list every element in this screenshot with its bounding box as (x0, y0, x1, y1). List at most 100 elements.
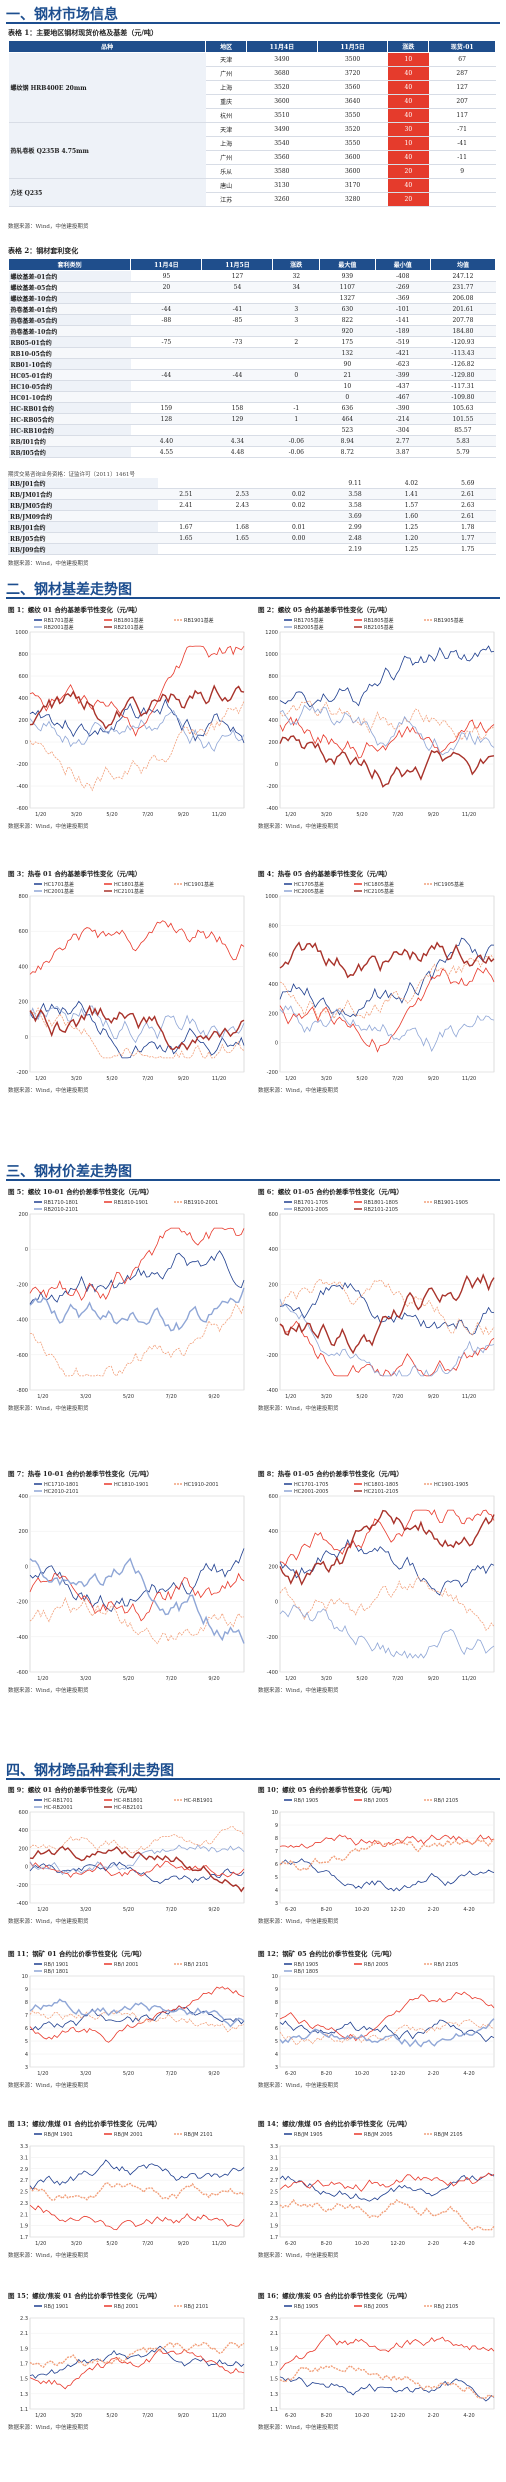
table-cell: 67 (428, 52, 496, 67)
table-cell: 85.57 (430, 424, 496, 436)
chart-figure: 图 1：螺纹 01 合约基差季节性变化（元/吨） 1000 800 600 400 200… (8, 604, 248, 830)
compliance-note: 期货交易咨询业务资格：证监许可〔2011〕1461号 (8, 472, 135, 478)
table-cell: 3.58 (326, 488, 384, 500)
legend-label: HC2001-2005 (294, 1489, 329, 1495)
y-tick-label: 3 (275, 2065, 278, 2071)
table-cell: 1.67 (157, 521, 215, 533)
y-tick-label: 1.7 (270, 2362, 278, 2368)
table-cell: 3490 (246, 52, 318, 67)
y-tick-label: 800 (18, 652, 28, 658)
figure-title: 图 9：螺纹 01 合约价差季节性变化（元/吨） (8, 1786, 142, 1794)
y-tick-label: 2.1 (20, 2212, 28, 2218)
table-cell: -141 (375, 314, 431, 326)
table-row: 热卷基差-05合约 -88 -85 3 822 -141 207.78 (8, 314, 496, 326)
y-tick-label: 7 (275, 1849, 278, 1855)
section-divider (6, 1179, 500, 1181)
table-cell: 2.61 (439, 488, 496, 500)
table-cell: 10 (387, 52, 429, 67)
legend-label: RB1901-1905 (434, 1200, 468, 1206)
figure-source: 数据来源：Wind，中信建投期货 (258, 1406, 339, 1412)
legend-label: RB1701-1705 (294, 1200, 328, 1206)
y-tick-label: 0 (25, 1035, 28, 1041)
table-cell: 20 (387, 192, 429, 207)
column-header: 11月5日 (316, 40, 389, 53)
table-row: 广州 3560 3600 40 -11 (9, 150, 496, 165)
y-tick-label: 2.3 (20, 2201, 28, 2207)
y-tick-label: 2.5 (270, 2190, 278, 2196)
table-cell (201, 325, 273, 337)
figure-source: 数据来源：Wind，中信建投期货 (258, 2083, 339, 2089)
figure-title: 图 1：螺纹 01 合约基差季节性变化（元/吨） (8, 606, 142, 614)
table-cell (272, 391, 320, 403)
table-cell: RB/I05合约 (8, 446, 131, 458)
legend-label: RB/JM 2001 (114, 2132, 143, 2138)
x-tick-label: 9/20 (178, 2413, 189, 2419)
series-line (279, 1278, 495, 1336)
table-cell: 天津 (205, 52, 247, 67)
section-title: 二、钢材基差走势图 (6, 582, 132, 598)
table-cell (130, 391, 202, 403)
legend-label: RB2005基差 (294, 624, 324, 631)
table-cell (272, 292, 320, 304)
y-tick-label: 7 (275, 2013, 278, 2019)
table-row: RB/I05合约 4.55 4.48 -0.06 8.72 3.87 5.79 (8, 446, 496, 458)
y-tick-label: 1.7 (20, 2235, 28, 2241)
x-tick-label: 1/20 (285, 1676, 296, 1682)
x-tick-label: 5/20 (123, 2071, 134, 2077)
x-tick-label: 11/20 (462, 812, 476, 818)
y-tick-label: 200 (18, 1846, 28, 1852)
x-tick-label: 7/20 (166, 2071, 177, 2077)
x-tick-label: 5/20 (123, 1907, 134, 1913)
y-tick-label: 1.3 (20, 2392, 28, 2398)
table-cell: 天津 (205, 122, 247, 137)
figure-source: 数据来源：Wind，中信建投期货 (8, 1088, 89, 1094)
table-row: HC05-01合约 -44 -44 0 21 -399 -129.80 (8, 369, 496, 381)
x-tick-label: 3/20 (80, 2071, 91, 2077)
legend-label: HC1705基差 (294, 881, 324, 888)
series-line (29, 1596, 245, 1645)
table-row: 热卷基差-01合约 -44 -41 3 630 -101 201.61 (8, 303, 496, 315)
y-tick-label: 200 (18, 1000, 28, 1006)
legend-label: HC2001基差 (44, 888, 74, 895)
y-tick-label: -200 (17, 1600, 28, 1606)
legend-label: RB2010-2101 (44, 1207, 78, 1213)
column-header: 11月5日 (201, 258, 274, 271)
table-cell (270, 510, 327, 522)
table-cell: 2.48 (326, 532, 384, 544)
x-tick-label: 10-20 (355, 1907, 370, 1913)
table-cell (214, 510, 271, 522)
table-cell: 4.02 (383, 478, 440, 489)
table-cell (270, 543, 327, 555)
y-tick-label: 2.3 (20, 2316, 28, 2322)
plot-area (29, 895, 245, 1073)
legend-label: RB/I 1905 (294, 1798, 318, 1804)
table-cell: HC10-05合约 (8, 380, 131, 392)
figure-title: 图 6：螺纹 01-05 合约价差季节性变化（元/吨） (258, 1188, 403, 1196)
table-cell: -126.82 (430, 358, 496, 370)
series-line (29, 2345, 245, 2379)
table-row: HC10-05合约 10 -437 -117.31 (8, 380, 496, 392)
column-header: 涨跌 (387, 40, 430, 53)
legend-label: RB2105基差 (364, 624, 394, 631)
table-cell: -85 (201, 314, 273, 326)
y-tick-label: 200 (268, 740, 278, 746)
y-tick-label: 2.9 (270, 2167, 278, 2173)
y-tick-label: 600 (268, 1494, 278, 1500)
legend-label: RB/I 1905 (294, 1962, 318, 1968)
spot-price-table: 品种 地区 11月4日 11月5日 涨跌 现货-01 螺纹钢 HRB400E 20mm 天津… (7, 40, 496, 207)
table-cell: 40 (387, 66, 429, 81)
x-tick-label: 5/20 (106, 812, 117, 818)
table-cell: 20 (387, 164, 429, 179)
chart-figure: 图 9：螺纹 01 合约价差季节性变化（元/吨） 600 400 200 0 -200 -4… (8, 1784, 248, 1925)
table-cell: 1.60 (383, 510, 440, 522)
plot-area (29, 1213, 245, 1391)
y-tick-label: 1.7 (20, 2362, 28, 2368)
table-cell: 3170 (317, 178, 388, 193)
table-cell (272, 358, 320, 370)
series-line (279, 1991, 495, 2042)
table-cell: RB/JM09合约 (8, 510, 158, 522)
y-tick-label: 1.1 (270, 2407, 278, 2413)
figure-source: 数据来源：Wind，中信建投期货 (258, 2425, 339, 2431)
table-cell: 636 (319, 402, 376, 414)
table-cell: 0.00 (270, 532, 327, 544)
